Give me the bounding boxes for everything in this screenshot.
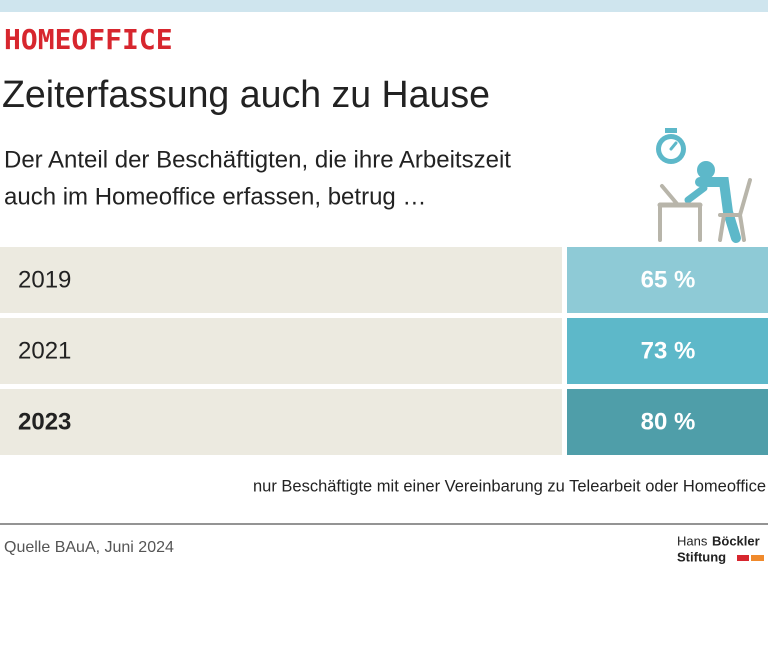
row-label: 2019 [18, 266, 71, 293]
row-label: 2023 [18, 408, 71, 435]
logo-text: Böckler [712, 533, 760, 548]
logo-text: Hans [677, 533, 708, 548]
logo-text: Stiftung [677, 549, 726, 564]
row-value: 80 % [641, 408, 696, 435]
source: Quelle BAuA, Juni 2024 [4, 539, 174, 556]
icon [656, 128, 752, 243]
row-value-cell [567, 318, 768, 384]
logo-mark [751, 555, 764, 561]
subtitle-line: auch im Homeoffice erfassen, betrug … [4, 183, 426, 210]
logo-mark [737, 555, 749, 561]
subtitle-line: Der Anteil der Beschäftigten, die ihre A… [4, 146, 511, 173]
row-label-cell [0, 247, 562, 313]
title: Zeiterfassung auch zu Hause [2, 74, 490, 116]
kicker: HOMEOFFICE [4, 23, 173, 56]
row-label-cell [0, 389, 562, 455]
row-value-cell [567, 247, 768, 313]
row-label-cell [0, 318, 562, 384]
row-value: 73 % [641, 337, 696, 364]
row-label: 2021 [18, 337, 71, 364]
top-band [0, 0, 768, 12]
logo: Hans Böckler Stiftung [677, 533, 764, 564]
note: nur Beschäftigte mit einer Vereinbarung … [253, 477, 766, 495]
table: 2019 65 % 2021 73 % 2023 80 % [0, 247, 768, 455]
row-value-cell [567, 389, 768, 455]
row-value: 65 % [641, 266, 696, 293]
